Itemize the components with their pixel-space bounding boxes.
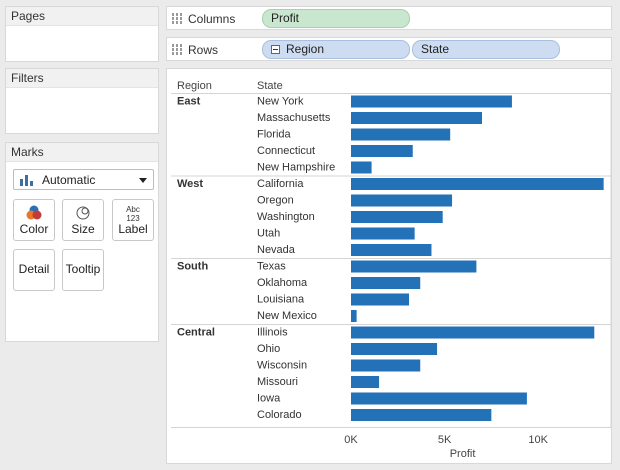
x-axis-title: Profit bbox=[450, 448, 476, 460]
state-label: Illinois bbox=[257, 327, 288, 339]
svg-text:Abc: Abc bbox=[126, 205, 140, 214]
profit-bar bbox=[351, 326, 595, 339]
profit-pill[interactable]: Profit bbox=[262, 9, 410, 28]
profit-bar bbox=[351, 211, 443, 223]
tooltip-label: Tooltip bbox=[65, 262, 101, 276]
rows-shelf[interactable]: Rows Region State bbox=[166, 37, 612, 61]
region-column-header: Region bbox=[177, 80, 212, 92]
color-icon bbox=[26, 205, 42, 220]
profit-bar bbox=[351, 244, 432, 256]
profit-bar bbox=[351, 392, 527, 405]
state-label: Texas bbox=[257, 261, 286, 273]
marks-card: Marks Automatic Color Size Abc 123 Label bbox=[5, 142, 159, 342]
profit-bar bbox=[351, 310, 357, 322]
label-label: Label bbox=[118, 222, 148, 236]
x-tick-label: 5K bbox=[438, 434, 452, 446]
columns-shelf[interactable]: Columns Profit bbox=[166, 6, 612, 30]
state-label: New Mexico bbox=[257, 310, 317, 322]
rows-shelf-label: Rows bbox=[188, 43, 219, 57]
state-label: Massachusetts bbox=[257, 112, 331, 124]
x-tick-label: 0K bbox=[344, 434, 358, 446]
detail-label: Detail bbox=[18, 262, 50, 276]
profit-bar bbox=[351, 293, 410, 306]
abc-123-icon: Abc 123 bbox=[126, 205, 140, 223]
profit-bar bbox=[351, 409, 492, 421]
region-label: East bbox=[177, 96, 201, 108]
label-button[interactable]: Abc 123 Label bbox=[112, 199, 154, 241]
region-pill-label: Region bbox=[286, 42, 325, 56]
region-label: Central bbox=[177, 327, 215, 339]
pages-title: Pages bbox=[6, 7, 158, 26]
profit-bar bbox=[351, 145, 413, 157]
bar-chart-icon bbox=[20, 175, 36, 186]
profit-bar bbox=[351, 95, 512, 108]
state-label: Florida bbox=[257, 129, 292, 141]
profit-bar bbox=[351, 277, 421, 289]
profit-bar bbox=[351, 376, 380, 388]
columns-shelf-label: Columns bbox=[188, 12, 236, 26]
color-button[interactable]: Color bbox=[13, 199, 55, 241]
state-label: Colorado bbox=[257, 409, 302, 421]
region-label: South bbox=[177, 261, 208, 273]
state-label: Wisconsin bbox=[257, 360, 307, 372]
mark-type-dropdown[interactable]: Automatic bbox=[13, 169, 154, 190]
state-label: Missouri bbox=[257, 376, 298, 388]
state-column-header: State bbox=[257, 80, 283, 92]
state-label: New Hampshire bbox=[257, 162, 335, 174]
state-label: Iowa bbox=[257, 393, 281, 405]
pages-card[interactable]: Pages bbox=[5, 6, 159, 62]
chart-view: Region State East New York Massachusetts Flor… bbox=[166, 68, 612, 464]
state-label: New York bbox=[257, 96, 304, 108]
profit-bar bbox=[351, 359, 421, 372]
marks-title: Marks bbox=[6, 143, 158, 162]
state-label: Oregon bbox=[257, 195, 294, 207]
profit-bar bbox=[351, 178, 604, 190]
profit-bar bbox=[351, 112, 482, 124]
profit-bar bbox=[351, 227, 415, 240]
state-label: Utah bbox=[257, 228, 280, 240]
region-pill[interactable]: Region bbox=[262, 40, 410, 59]
size-button[interactable]: Size bbox=[62, 199, 104, 241]
state-label: California bbox=[257, 178, 304, 190]
filters-card[interactable]: Filters bbox=[5, 68, 159, 134]
color-label: Color bbox=[19, 222, 49, 236]
detail-button[interactable]: Detail bbox=[13, 249, 55, 291]
state-label: Oklahoma bbox=[257, 277, 308, 289]
chevron-down-icon bbox=[139, 178, 147, 183]
state-label: Ohio bbox=[257, 343, 280, 355]
profit-bar bbox=[351, 161, 372, 174]
size-icon bbox=[76, 206, 90, 220]
x-tick-label: 10K bbox=[528, 434, 548, 446]
mark-type-value: Automatic bbox=[42, 173, 96, 187]
state-pill[interactable]: State bbox=[412, 40, 560, 59]
tooltip-button[interactable]: Tooltip bbox=[62, 249, 104, 291]
profit-bar-chart: Region State East New York Massachusetts Flor… bbox=[171, 80, 612, 460]
collapse-icon[interactable] bbox=[271, 45, 280, 54]
profit-bar bbox=[351, 194, 453, 207]
filters-title: Filters bbox=[6, 69, 158, 88]
profit-bar bbox=[351, 128, 451, 141]
profit-bar bbox=[351, 260, 477, 273]
state-label: Washington bbox=[257, 211, 315, 223]
svg-text:123: 123 bbox=[126, 214, 140, 223]
state-label: Louisiana bbox=[257, 294, 305, 306]
state-label: Nevada bbox=[257, 244, 296, 256]
profit-bar bbox=[351, 343, 438, 355]
region-label: West bbox=[177, 178, 203, 190]
columns-grip-icon bbox=[172, 13, 182, 24]
rows-grip-icon bbox=[172, 44, 182, 55]
state-label: Connecticut bbox=[257, 145, 315, 157]
size-label: Size bbox=[71, 222, 95, 236]
